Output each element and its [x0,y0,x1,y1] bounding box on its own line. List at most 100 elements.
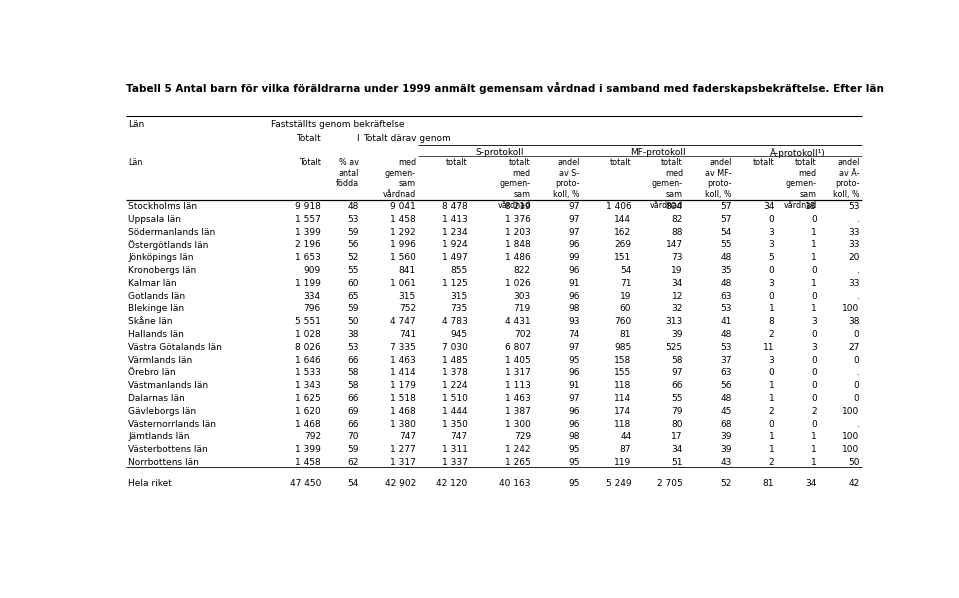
Text: Tabell 5 Antal barn för vilka föräldrarna under 1999 anmält gemensam vårdnad i s: Tabell 5 Antal barn för vilka föräldrarn… [126,82,883,94]
Text: 945: 945 [451,330,467,339]
Text: 66: 66 [347,356,359,365]
Text: 56: 56 [720,382,732,390]
Text: 1 387: 1 387 [505,407,531,416]
Text: 54: 54 [347,478,359,487]
Text: 1 620: 1 620 [295,407,321,416]
Text: 42 902: 42 902 [385,478,416,487]
Text: 48: 48 [720,254,732,263]
Text: 1 996: 1 996 [390,240,416,249]
Text: totalt: totalt [446,158,467,167]
Text: 34: 34 [671,279,683,288]
Text: totalt
med
gemen-
sam
vårdnad: totalt med gemen- sam vårdnad [498,158,531,210]
Text: 1 179: 1 179 [390,382,416,390]
Text: 1 413: 1 413 [442,215,467,224]
Text: Värmlands län: Värmlands län [129,356,193,365]
Text: 1 510: 1 510 [442,394,467,403]
Text: 313: 313 [666,318,683,327]
Text: 1 203: 1 203 [505,228,531,237]
Text: Ä-protokoll¹): Ä-protokoll¹) [770,148,826,158]
Text: Jönköpings län: Jönköpings län [129,254,194,263]
Text: 2: 2 [769,330,774,339]
Text: Län: Län [129,158,143,167]
Text: 1: 1 [811,458,817,467]
Text: med
gemen-
sam
vårdnad: med gemen- sam vårdnad [383,158,416,199]
Text: 0: 0 [811,356,817,365]
Text: 2: 2 [769,458,774,467]
Text: 1 350: 1 350 [442,420,467,429]
Text: 118: 118 [614,382,631,390]
Text: 147: 147 [666,240,683,249]
Text: 7 030: 7 030 [442,343,467,352]
Text: Jämtlands län: Jämtlands län [129,432,190,441]
Text: 303: 303 [514,292,531,301]
Text: 0: 0 [854,382,859,390]
Text: 315: 315 [451,292,467,301]
Text: 0: 0 [811,215,817,224]
Text: 855: 855 [451,266,467,275]
Text: 19: 19 [620,292,631,301]
Text: 18: 18 [806,202,817,211]
Text: 158: 158 [614,356,631,365]
Text: 1 468: 1 468 [295,420,321,429]
Text: 96: 96 [569,368,580,377]
Text: 1 458: 1 458 [295,458,321,467]
Text: 729: 729 [514,432,531,441]
Text: Västerbottens län: Västerbottens län [129,446,208,454]
Text: .: . [856,292,859,301]
Text: 1 399: 1 399 [295,228,321,237]
Text: 97: 97 [671,368,683,377]
Text: 804: 804 [666,202,683,211]
Text: 41: 41 [720,318,732,327]
Text: 7 335: 7 335 [390,343,416,352]
Text: 334: 334 [304,292,321,301]
Text: 1 557: 1 557 [295,215,321,224]
Text: 747: 747 [451,432,467,441]
Text: 1 560: 1 560 [390,254,416,263]
Text: 8 026: 8 026 [295,343,321,352]
Text: 9 918: 9 918 [295,202,321,211]
Text: Dalarnas län: Dalarnas län [129,394,185,403]
Text: 1: 1 [811,240,817,249]
Text: 100: 100 [842,446,859,454]
Text: 3: 3 [768,228,774,237]
Text: 1 468: 1 468 [390,407,416,416]
Text: 33: 33 [848,279,859,288]
Text: 0: 0 [768,266,774,275]
Text: 174: 174 [614,407,631,416]
Text: 60: 60 [347,279,359,288]
Text: 1 486: 1 486 [505,254,531,263]
Text: 98: 98 [569,432,580,441]
Text: 0: 0 [811,382,817,390]
Text: 1 317: 1 317 [390,458,416,467]
Text: 33: 33 [848,240,859,249]
Text: 5: 5 [768,254,774,263]
Text: 0: 0 [854,356,859,365]
Text: 3: 3 [768,279,774,288]
Text: 39: 39 [720,446,732,454]
Text: totalt: totalt [753,158,774,167]
Text: 97: 97 [569,343,580,352]
Text: 38: 38 [347,330,359,339]
Text: 2 705: 2 705 [657,478,683,487]
Text: 54: 54 [620,266,631,275]
Text: 119: 119 [614,458,631,467]
Text: 1 125: 1 125 [442,279,467,288]
Text: 1: 1 [768,382,774,390]
Text: 114: 114 [614,394,631,403]
Text: 796: 796 [304,304,321,313]
Text: 66: 66 [347,420,359,429]
Text: Totalt: Totalt [296,134,321,143]
Text: 33: 33 [848,228,859,237]
Text: 53: 53 [347,215,359,224]
Text: 48: 48 [720,279,732,288]
Text: 95: 95 [569,446,580,454]
Text: I: I [357,134,359,143]
Text: 55: 55 [671,394,683,403]
Text: 50: 50 [347,318,359,327]
Text: 56: 56 [347,240,359,249]
Text: 1 406: 1 406 [605,202,631,211]
Text: 38: 38 [848,318,859,327]
Text: 1 378: 1 378 [442,368,467,377]
Text: 1 463: 1 463 [390,356,416,365]
Text: andel
av MF-
proto-
koll, %: andel av MF- proto- koll, % [705,158,732,199]
